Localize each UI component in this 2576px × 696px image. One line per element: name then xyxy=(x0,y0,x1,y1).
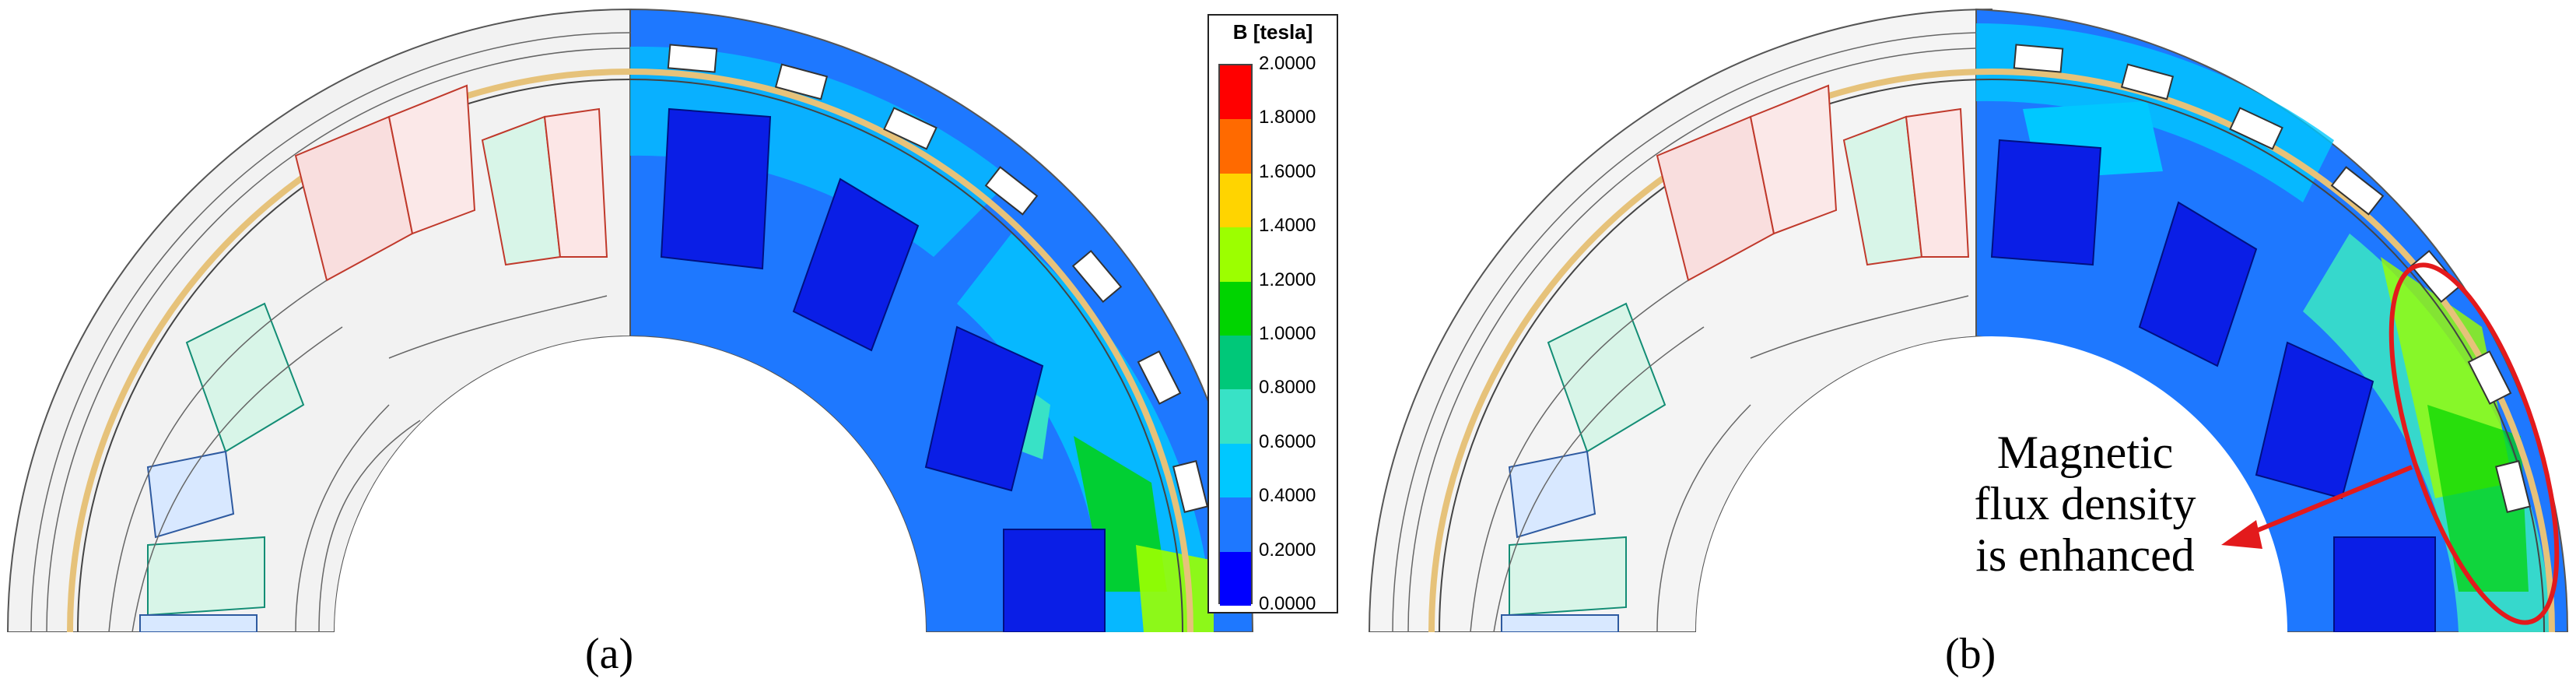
highlight-ellipse xyxy=(2388,262,2560,625)
field-patches-b xyxy=(1976,23,2552,632)
magnets-a xyxy=(660,107,1106,632)
legend-tick-label: 1.8000 xyxy=(1259,107,1316,128)
legend-color-cell xyxy=(1220,281,1251,336)
annotation-line-2: flux density xyxy=(1974,478,2196,529)
legend-color-cell xyxy=(1220,173,1251,228)
annotation-arrowhead xyxy=(2221,520,2262,549)
legend-color-cell xyxy=(1220,497,1251,553)
annotation-line-3: is enhanced xyxy=(1975,529,2195,581)
legend-tick-label: 1.2000 xyxy=(1259,269,1316,290)
legend-color-cell xyxy=(1220,227,1251,283)
magnets-b xyxy=(1990,139,2436,632)
legend-tick-label: 0.0000 xyxy=(1259,593,1316,614)
legend-tick-label: 2.0000 xyxy=(1259,53,1316,74)
legend-tick-label: 1.0000 xyxy=(1259,323,1316,344)
bore-b xyxy=(1696,336,2287,632)
colorbar-legend: B [tesla] 2.0000 1.8000 1.6000 1.4000 1.2000… xyxy=(1207,14,1338,614)
airgap-teeth-a xyxy=(667,44,1209,513)
contour-lines-b xyxy=(1392,32,1977,632)
legend-tick-label: 0.8000 xyxy=(1259,377,1316,399)
legend-color-cell xyxy=(1220,389,1251,445)
annotation-arrow-line xyxy=(2239,465,2413,540)
legend-title: B [tesla] xyxy=(1232,20,1313,44)
airgap-a xyxy=(67,69,1193,632)
legend-tick-label: 0.2000 xyxy=(1259,539,1316,561)
stator-coils-a xyxy=(139,84,608,632)
legend-color-cell xyxy=(1220,443,1251,498)
panel-a xyxy=(6,8,1254,632)
panel-b-caption: (b) xyxy=(1945,630,1996,678)
legend-colorbar xyxy=(1218,64,1253,606)
legend-color-cell xyxy=(1220,65,1251,120)
legend-tick-label: 1.6000 xyxy=(1259,160,1316,182)
panel-a-caption: (a) xyxy=(585,630,634,678)
contour-lines-a xyxy=(30,32,631,632)
legend-tick-label: 1.4000 xyxy=(1259,215,1316,237)
stator-coils-b xyxy=(1501,84,1970,632)
legend-color-cell xyxy=(1220,551,1251,606)
legend-tick-label: 0.4000 xyxy=(1259,485,1316,507)
annotation-line-1: Magnetic xyxy=(1996,427,2174,478)
bore-a xyxy=(335,336,926,632)
legend-color-cell xyxy=(1220,119,1251,174)
legend-tick-label: 0.6000 xyxy=(1259,431,1316,452)
annotation-text: Magnetic flux density is enhanced xyxy=(1922,427,2248,581)
legend-color-cell xyxy=(1220,336,1251,390)
